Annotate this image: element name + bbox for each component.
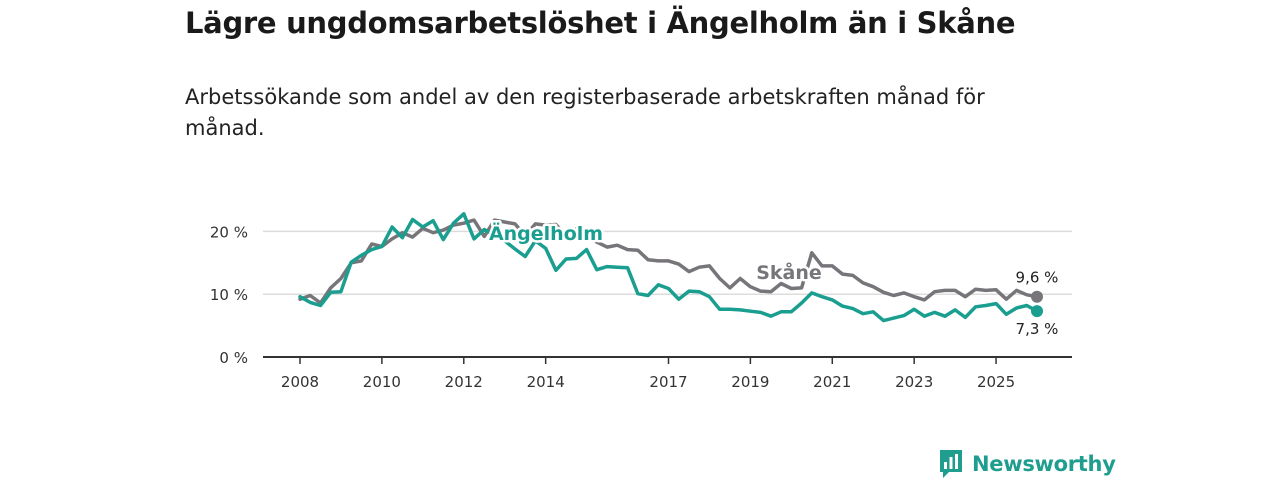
end-point-skane [1031,290,1043,303]
newsworthy-brand: Newsworthy [938,447,1116,481]
chart-subtitle: Arbetssökande som andel av den registerb… [185,85,985,140]
x-tick-label: 2008 [281,373,319,391]
y-tick-label: 10 % [210,286,248,304]
x-tick-label: 2021 [813,373,851,391]
x-tick-label: 2014 [527,373,565,391]
brand-name: Newsworthy [972,452,1116,476]
x-tick-label: 2017 [649,373,687,391]
end-value-label-angelholm: 7,3 % [1016,320,1059,338]
series-line-angelholm [298,212,1039,323]
bar-chart-logo-icon [940,450,962,478]
x-tick-label: 2019 [731,373,769,391]
series-label-skane: Skåne [756,260,822,284]
x-tick-label: 2025 [977,373,1015,391]
x-tick-label: 2023 [895,373,933,391]
end-value-label-skane: 9,6 % [1016,269,1059,287]
chart-title: Lägre ungdomsarbetslöshet i Ängelholm än… [185,6,1016,40]
x-tick-label: 2010 [363,373,401,391]
end-point-angelholm [1031,305,1043,318]
x-tick-label: 2012 [445,373,483,391]
series-label-angelholm: Ängelholm [489,221,603,245]
y-tick-label: 0 % [219,349,248,367]
y-tick-label: 20 % [210,223,248,241]
